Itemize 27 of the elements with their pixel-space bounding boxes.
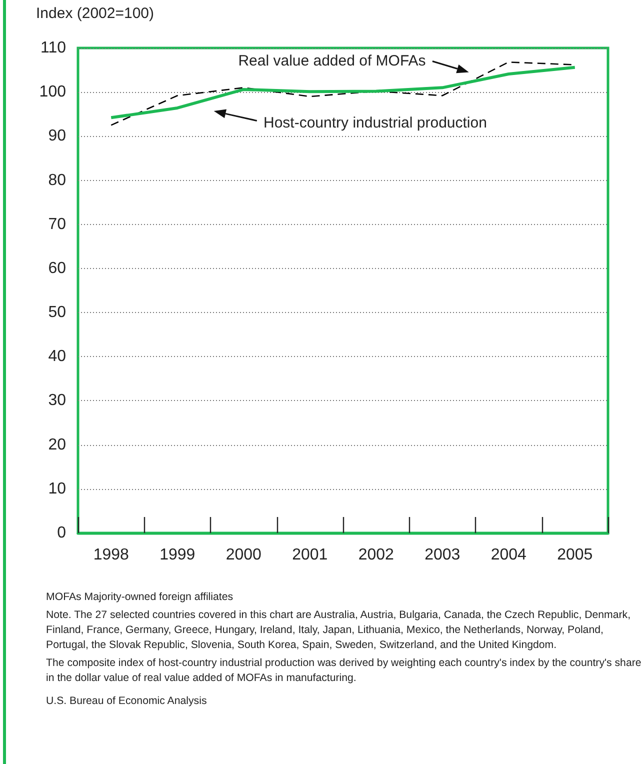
series-label: Real value added of MOFAs [238,52,426,70]
x-tick-label: 1998 [93,546,130,564]
x-tick-label: 2003 [424,546,460,564]
y-tick-label: 20 [48,436,66,454]
y-tick-label: 80 [48,172,66,189]
x-tick-label: 2000 [226,546,262,564]
x-tick-label: 2005 [557,546,593,564]
text: MOFAs Majority-owned foreign affiliates [46,590,234,605]
text: The composite index of host-country industrial production was derived by weighting each country's index by the country's share in the dollar value of real value added of MOFAs in manufacturing. [46,656,642,686]
text: U.S. Bureau of Economic Analysis [46,694,208,709]
y-axis-title: Index (2002=100) [36,5,154,22]
series-label: Host-country industrial production [264,114,487,132]
y-tick-label: 10 [48,480,66,498]
x-tick-label: 1999 [160,546,196,564]
y-tick-label: 50 [48,304,66,322]
y-tick-label: 100 [39,84,66,101]
y-tick-label: 40 [48,348,66,366]
x-tick-label: 2001 [292,546,328,564]
y-tick-label: 90 [48,128,66,145]
x-tick-label: 2004 [490,546,527,564]
y-tick-label: 30 [48,392,66,410]
y-tick-label: 0 [57,524,66,542]
y-tick-label: 70 [48,216,66,233]
y-tick-label: 60 [48,260,66,277]
text: Note. The 27 selected countries covered in this chart are Australia, Austria, Bulgaria, Canada, the Czech Republic, Denmark, Finland, France, Germany, Greece, Hungary, Ireland, Italy, Japan, Lithuania, Mexico, the Netherlands, Norway, Poland, Portugal, the Slovak Republic, Slovenia, South Korea, Spain, Sweden, Switzerland, and the United Kingdom. [46,608,632,653]
y-tick-label: 110 [40,40,66,56]
x-tick-label: 2002 [358,546,394,564]
